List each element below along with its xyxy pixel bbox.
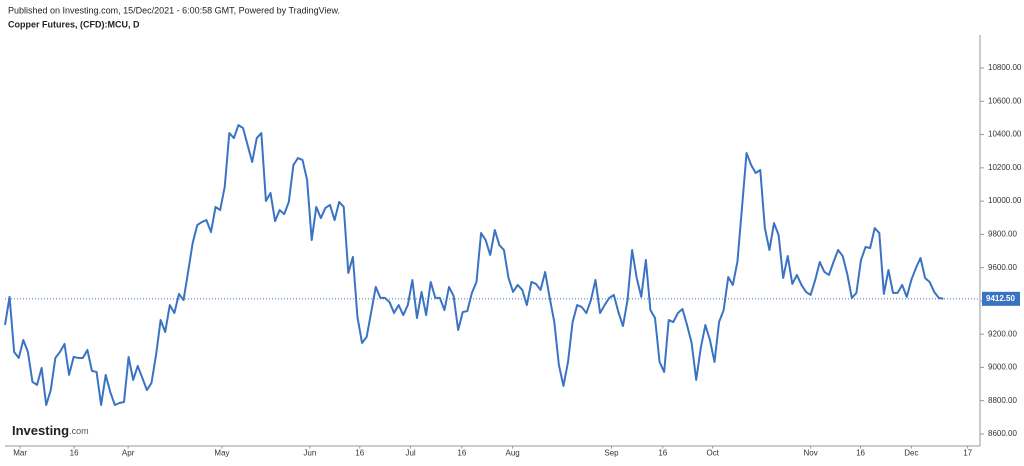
last-price-label: 9412.50 [986, 294, 1015, 303]
y-tick-label: 10000.00 [988, 196, 1022, 205]
y-tick-label: 8800.00 [988, 396, 1017, 405]
published-note: Published on Investing.com, 15/Dec/2021 … [8, 5, 340, 15]
x-tick-label: Sep [604, 449, 619, 458]
x-tick-label: 16 [457, 449, 466, 458]
y-tick-label: 9000.00 [988, 363, 1017, 372]
x-tick-label: 16 [856, 449, 865, 458]
x-tick-label: 16 [70, 449, 79, 458]
y-tick-label: 10400.00 [988, 130, 1022, 139]
y-tick-label: 10600.00 [988, 96, 1022, 105]
y-tick-label: 10800.00 [988, 63, 1022, 72]
x-tick-label: Jul [405, 449, 415, 458]
x-tick-label: Mar [13, 449, 27, 458]
x-tick-label: Nov [804, 449, 818, 458]
x-tick-label: 16 [658, 449, 667, 458]
y-tick-label: 9200.00 [988, 329, 1017, 338]
price-line [4, 124, 944, 407]
logo-suffix: .com [69, 426, 89, 436]
y-tick-label: 9800.00 [988, 229, 1017, 238]
x-tick-label: Aug [506, 449, 520, 458]
x-tick-label: Oct [706, 449, 719, 458]
symbol-title: Copper Futures, (CFD):MCU, D [8, 19, 140, 29]
y-tick-label: 8600.00 [988, 429, 1017, 438]
x-tick-label: Apr [122, 449, 135, 458]
x-tick-label: Dec [904, 449, 918, 458]
last-price-tag [982, 291, 1020, 306]
y-tick-label: 10200.00 [988, 163, 1022, 172]
logo-brand: Investing [12, 423, 69, 438]
x-tick-label: 17 [963, 449, 972, 458]
x-tick-label: May [214, 449, 229, 458]
logo: Investing.com [12, 423, 89, 438]
x-tick-label: 16 [355, 449, 364, 458]
x-tick-label: Jun [303, 449, 316, 458]
y-tick-label: 9600.00 [988, 263, 1017, 272]
